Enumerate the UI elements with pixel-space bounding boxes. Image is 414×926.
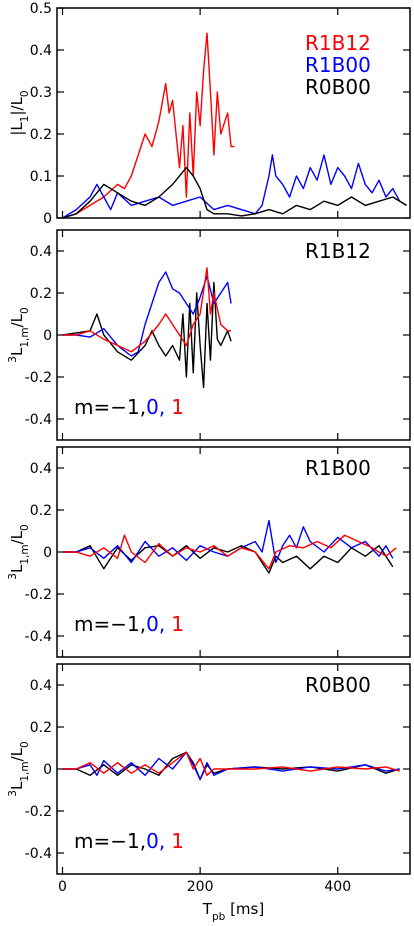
- y-tick-label: 0.2: [30, 503, 52, 519]
- label-part: /L: [8, 530, 26, 544]
- y-tick-label: 0: [43, 762, 52, 778]
- x-tick-label: 0: [58, 879, 67, 895]
- label-part: T: [202, 900, 213, 918]
- y-tick-label: -0.2: [25, 804, 52, 820]
- y-axis-label: 3L1,m/L0: [7, 307, 31, 362]
- label-part: 0: [19, 524, 31, 531]
- label-part: 1,m: [19, 761, 31, 781]
- label-part: 0: [19, 90, 31, 97]
- label-part: /L: [8, 313, 26, 327]
- y-tick-label: 0.5: [30, 1, 52, 17]
- x-tick-label: 200: [187, 879, 214, 895]
- y-tick-label: 0.2: [30, 127, 52, 143]
- y-tick-label: 0: [43, 545, 52, 561]
- label-part: 3: [7, 790, 19, 797]
- label-part: 1,m: [19, 544, 31, 564]
- legend-entry: R0B00: [305, 75, 371, 99]
- legend-entry: m=−1,: [74, 829, 146, 853]
- legend: m=−1,0, 1: [74, 829, 184, 853]
- y-tick-label: 0.3: [30, 85, 52, 101]
- series-line: [62, 267, 232, 353]
- legend-entry: 0,: [146, 612, 165, 636]
- legend: m=−1,0, 1: [74, 612, 184, 636]
- series-line: [62, 751, 400, 776]
- y-tick-label: 0.1: [30, 169, 52, 185]
- y-tick-label: -0.4: [25, 846, 52, 862]
- x-tick-label: 400: [324, 879, 351, 895]
- label-part: |/L: [8, 96, 26, 115]
- legend-entry: 1: [171, 829, 184, 853]
- label-part: 0: [19, 741, 31, 748]
- label-part: L: [8, 347, 26, 356]
- y-tick-label: -0.4: [25, 412, 52, 428]
- label-part: |L: [8, 122, 26, 136]
- legend-entry: m=−1,: [74, 612, 146, 636]
- y-tick-label: -0.2: [25, 587, 52, 603]
- series-line: [62, 751, 400, 781]
- label-part: 3: [7, 356, 19, 363]
- label-part: 3: [7, 573, 19, 580]
- panel-label: R1B00: [305, 456, 371, 480]
- legend: m=−1,0, 1: [74, 395, 184, 419]
- series-line: [62, 271, 232, 357]
- label-part: 0: [19, 307, 31, 314]
- legend-entry: 1: [171, 395, 184, 419]
- y-tick-label: 0.4: [30, 678, 52, 694]
- label-part: [ms]: [225, 900, 264, 918]
- legend-entry: R1B00: [305, 53, 371, 77]
- series-line: [62, 166, 407, 219]
- legend-entry: R1B12: [305, 31, 371, 55]
- y-axis-label: 3L1,m/L0: [7, 741, 31, 796]
- y-tick-label: 0: [43, 328, 52, 344]
- x-axis-label: Tpb [ms]: [202, 900, 264, 923]
- label-part: L: [8, 564, 26, 573]
- series-line: [62, 154, 407, 219]
- legend-entry: 1: [171, 612, 184, 636]
- y-tick-label: 0.4: [30, 244, 52, 260]
- y-tick-label: 0.2: [30, 286, 52, 302]
- label-part: 1: [19, 116, 31, 123]
- panel-label: R1B12: [305, 239, 371, 263]
- plot-frame: [56, 7, 411, 219]
- legend-entry: m=−1,: [74, 395, 146, 419]
- y-axis-label: 3L1,m/L0: [7, 524, 31, 579]
- y-tick-label: 0.4: [30, 43, 52, 59]
- series-line: [62, 534, 397, 570]
- label-part: 1,m: [19, 327, 31, 347]
- y-axis-label: |L1|/L0: [8, 90, 31, 135]
- legend-entry: 0,: [146, 395, 165, 419]
- panel-label: R0B00: [305, 673, 371, 697]
- y-tick-label: 0.2: [30, 720, 52, 736]
- y-tick-label: -0.2: [25, 370, 52, 386]
- label-part: /L: [8, 747, 26, 761]
- label-part: pb: [212, 911, 226, 923]
- legend-entry: 0,: [146, 829, 165, 853]
- label-part: L: [8, 781, 26, 790]
- y-tick-label: 0: [43, 211, 52, 227]
- y-tick-label: 0.4: [30, 461, 52, 477]
- series-line: [62, 281, 232, 389]
- y-tick-label: -0.4: [25, 629, 52, 645]
- series-line: [62, 32, 235, 219]
